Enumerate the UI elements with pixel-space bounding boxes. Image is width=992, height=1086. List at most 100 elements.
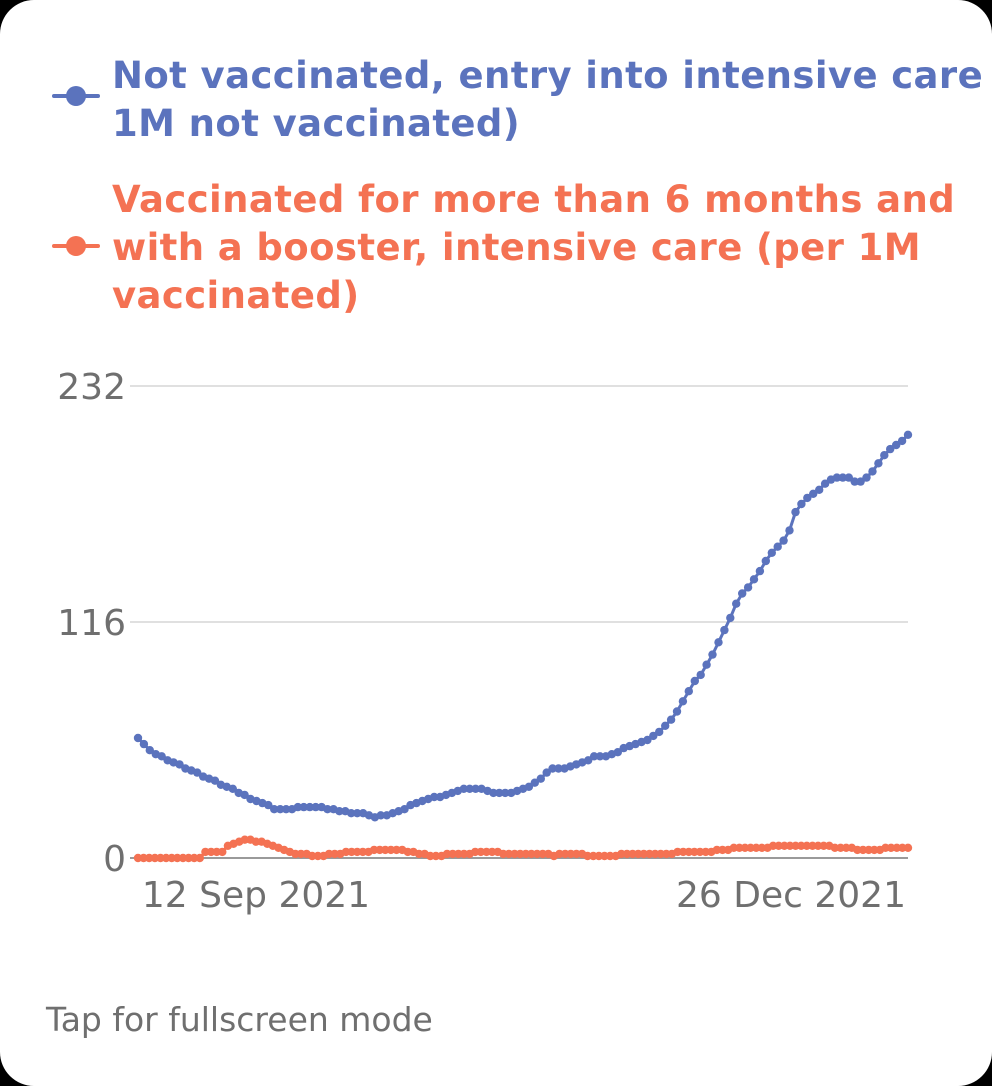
- data-point[interactable]: [133, 733, 143, 743]
- data-point[interactable]: [643, 735, 652, 745]
- data-point[interactable]: [720, 625, 729, 635]
- data-point[interactable]: [809, 489, 818, 498]
- data-point[interactable]: [276, 805, 285, 814]
- legend-marker-dot: [66, 236, 86, 256]
- data-point[interactable]: [270, 805, 279, 814]
- data-point[interactable]: [755, 566, 765, 576]
- data-point[interactable]: [335, 807, 344, 816]
- data-point[interactable]: [868, 467, 877, 476]
- data-point[interactable]: [838, 473, 847, 482]
- data-point[interactable]: [856, 477, 865, 486]
- data-point[interactable]: [767, 548, 776, 557]
- data-point[interactable]: [714, 638, 723, 647]
- data-point[interactable]: [210, 776, 220, 785]
- data-point[interactable]: [347, 809, 356, 818]
- data-point[interactable]: [613, 748, 622, 757]
- data-point[interactable]: [281, 805, 291, 814]
- data-point[interactable]: [897, 436, 907, 446]
- data-point[interactable]: [797, 499, 806, 509]
- legend-label-not-vaccinated-line-2: 1M not vaccinated): [112, 102, 521, 145]
- data-point[interactable]: [193, 768, 202, 777]
- data-point[interactable]: [732, 599, 741, 608]
- data-point[interactable]: [175, 760, 184, 769]
- data-point[interactable]: [495, 788, 504, 798]
- data-point[interactable]: [791, 507, 800, 517]
- data-point[interactable]: [554, 764, 563, 773]
- data-point[interactable]: [661, 721, 670, 730]
- data-point[interactable]: [874, 459, 883, 468]
- data-point[interactable]: [903, 843, 913, 852]
- data-point[interactable]: [530, 778, 539, 787]
- data-point[interactable]: [678, 697, 688, 706]
- data-point[interactable]: [779, 536, 788, 545]
- legend-marker-blue-icon: [52, 86, 100, 106]
- data-point[interactable]: [195, 853, 204, 863]
- data-point[interactable]: [353, 809, 362, 818]
- data-point[interactable]: [666, 715, 676, 724]
- data-point[interactable]: [761, 556, 770, 566]
- data-point[interactable]: [240, 790, 249, 800]
- data-point[interactable]: [886, 444, 895, 454]
- data-point[interactable]: [323, 805, 332, 814]
- data-point[interactable]: [311, 802, 320, 812]
- data-point[interactable]: [892, 440, 901, 450]
- data-point[interactable]: [785, 526, 794, 535]
- data-point[interactable]: [489, 788, 498, 798]
- data-point[interactable]: [293, 802, 303, 812]
- data-point[interactable]: [880, 451, 889, 460]
- data-point[interactable]: [536, 774, 545, 783]
- data-point[interactable]: [139, 739, 149, 749]
- data-point[interactable]: [218, 847, 227, 857]
- series-vaccinated-booster: [133, 835, 913, 863]
- data-point[interactable]: [749, 575, 759, 584]
- data-point[interactable]: [803, 493, 812, 503]
- data-point[interactable]: [696, 670, 705, 680]
- data-point[interactable]: [264, 800, 273, 810]
- data-point[interactable]: [548, 764, 557, 773]
- data-point[interactable]: [524, 782, 534, 791]
- data-point[interactable]: [459, 784, 468, 793]
- y-tick-label: 116: [57, 603, 126, 644]
- data-point[interactable]: [471, 784, 480, 793]
- axes: 232 116 0 12 Sep 2021 26 Dec 2021: [57, 367, 906, 916]
- data-point[interactable]: [684, 687, 693, 696]
- data-point[interactable]: [430, 792, 439, 802]
- data-point[interactable]: [672, 707, 682, 716]
- gridlines: [130, 385, 908, 859]
- data-point[interactable]: [726, 613, 735, 623]
- data-point[interactable]: [655, 727, 664, 737]
- legend-marker-dot: [66, 86, 86, 106]
- data-point[interactable]: [708, 650, 717, 659]
- data-point[interactable]: [743, 583, 753, 592]
- legend-label-vaccinated-line-2: with a booster, intensive care (per 1M: [112, 226, 921, 269]
- data-point[interactable]: [299, 802, 308, 812]
- data-point[interactable]: [844, 473, 853, 482]
- data-point[interactable]: [584, 756, 593, 765]
- y-tick-label: 232: [57, 367, 126, 408]
- y-tick-label: 0: [103, 839, 126, 880]
- data-point[interactable]: [542, 768, 551, 777]
- data-point[interactable]: [589, 752, 599, 761]
- data-point[interactable]: [850, 477, 859, 486]
- data-point[interactable]: [400, 805, 409, 814]
- data-point[interactable]: [773, 542, 782, 551]
- data-point[interactable]: [832, 473, 842, 482]
- data-point[interactable]: [702, 660, 711, 669]
- data-point[interactable]: [376, 811, 385, 820]
- data-point[interactable]: [903, 430, 913, 439]
- data-point[interactable]: [815, 485, 824, 494]
- data-point[interactable]: [305, 802, 314, 812]
- data-point[interactable]: [862, 473, 871, 482]
- data-point[interactable]: [649, 731, 658, 741]
- data-point[interactable]: [228, 784, 237, 793]
- data-point[interactable]: [465, 784, 474, 793]
- data-point[interactable]: [820, 479, 830, 488]
- data-point[interactable]: [157, 752, 166, 761]
- data-point[interactable]: [595, 752, 605, 761]
- fullscreen-hint[interactable]: Tap for fullscreen mode: [46, 1000, 433, 1039]
- data-point[interactable]: [145, 746, 154, 755]
- data-point[interactable]: [690, 676, 699, 686]
- data-point[interactable]: [738, 589, 747, 598]
- data-point[interactable]: [501, 788, 510, 798]
